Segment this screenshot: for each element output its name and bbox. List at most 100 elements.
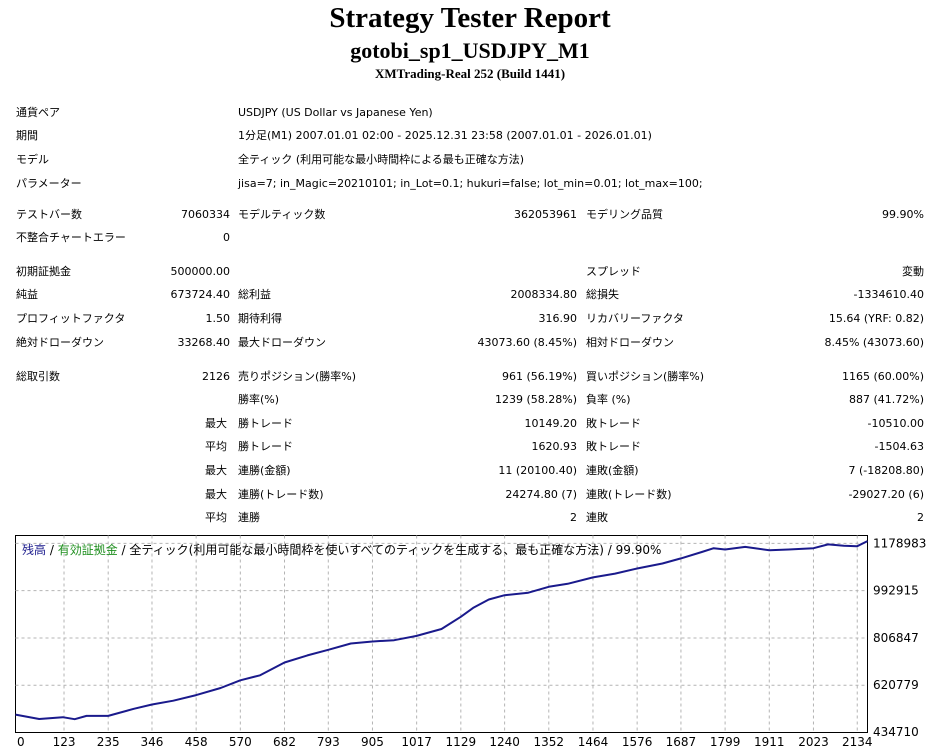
bars-label: テストバー数: [16, 208, 82, 221]
x-tick-label: 905: [361, 735, 384, 749]
avg-word: 平均: [205, 511, 227, 524]
total-trades-value: 2126: [202, 370, 230, 383]
net-profit-label: 純益: [16, 288, 38, 301]
recovery-factor-label: リカバリーファクタ: [586, 312, 684, 325]
x-tick-label: 0: [17, 735, 25, 749]
deposit-value: 500000.00: [170, 265, 231, 278]
net-profit-value: 673724.40: [170, 288, 231, 301]
y-tick-label: 806847: [873, 631, 919, 645]
balance-chart-svg: 0 123 235 346 458 570 682 793 905 1017 1129 1240 135…: [15, 535, 926, 749]
x-tick-label: 793: [317, 735, 340, 749]
x-tick-label: 570: [229, 735, 252, 749]
x-tick-label: 1911: [754, 735, 785, 749]
recovery-factor-value: 15.64 (YRF: 0.82): [828, 312, 924, 325]
quality-value: 99.90%: [882, 208, 924, 221]
profit-factor-value: 1.50: [205, 312, 231, 325]
info-value: 1分足(M1) 2007.01.01 02:00 - 2025.12.31 23…: [238, 129, 652, 142]
x-tick-label: 235: [97, 735, 120, 749]
errors-label: 不整合チャートエラー: [16, 231, 126, 244]
x-tick-label: 346: [141, 735, 164, 749]
cons-wins-label: 連勝(金額): [238, 464, 291, 477]
legend-sep: /: [117, 543, 130, 557]
info-value: USDJPY (US Dollar vs Japanese Yen): [238, 106, 433, 119]
ticks-label: モデルティック数: [238, 208, 326, 221]
balance-chart: 0 123 235 346 458 570 682 793 905 1017 1129 1240 135…: [15, 535, 940, 752]
long-positions-value: 1165 (60.00%): [841, 370, 924, 383]
gross-profit-label: 総利益: [238, 288, 271, 301]
avg-win-value: 1620.93: [531, 440, 578, 453]
info-value: jisa=7; in_Magic=20210101; in_Lot=0.1; h…: [238, 177, 703, 190]
y-tick-label: 992915: [873, 584, 919, 598]
avg-word: 平均: [205, 440, 227, 453]
long-positions-label: 買いポジション(勝率%): [586, 370, 705, 383]
max-drawdown-label: 最大ドローダウン: [238, 336, 326, 349]
info-label: 期間: [16, 129, 38, 142]
max-drawdown-value: 43073.60 (8.45%): [477, 336, 577, 349]
worst-trade-value: -10510.00: [867, 417, 924, 430]
chart-legend: 残高 / 有効証拠金 / 全ティック(利用可能な最小時間枠を使いすべてのティック…: [22, 541, 661, 558]
x-tick-label: 1129: [446, 735, 477, 749]
deposit-label: 初期証拠金: [16, 265, 71, 278]
avg-loss-label: 敗トレード: [586, 440, 641, 453]
max-word: 最大: [205, 464, 227, 477]
x-tick-label: 682: [273, 735, 296, 749]
loss-rate-label: 負率 (%): [586, 393, 631, 406]
errors-value: 0: [223, 231, 230, 244]
spread-label: スプレッド: [586, 265, 641, 278]
total-trades-label: 総取引数: [16, 370, 60, 383]
legend-balance: 残高: [22, 543, 47, 557]
report-subtitle: gotobi_sp1_USDJPY_M1: [350, 38, 590, 63]
x-tick-label: 2134: [842, 735, 873, 749]
rel-drawdown-value: 8.45% (43073.60): [824, 336, 924, 349]
cons-profit-label: 連勝(トレード数): [238, 488, 324, 501]
info-label: モデル: [16, 153, 49, 166]
avg-cons-wins-label: 連勝: [238, 511, 260, 524]
x-tick-label: 1240: [489, 735, 520, 749]
cons-loss-label: 連敗(トレード数): [586, 488, 672, 501]
server-info: XMTrading-Real 252 (Build 1441): [374, 66, 566, 81]
balance-line: [15, 540, 868, 721]
quality-label: モデリング品質: [586, 208, 663, 221]
max-word: 最大: [205, 488, 227, 501]
avg-loss-value: -1504.63: [874, 440, 924, 453]
x-tick-label: 1464: [578, 735, 609, 749]
ticks-value: 362053961: [514, 208, 577, 221]
best-trade-value: 10149.20: [524, 417, 578, 430]
gross-loss-value: -1334610.40: [853, 288, 924, 301]
x-tick-label: 1017: [401, 735, 432, 749]
info-label: 通貨ペア: [16, 106, 60, 119]
worst-trade-label: 敗トレード: [586, 417, 641, 430]
win-rate-label: 勝率(%): [238, 393, 280, 406]
avg-win-label: 勝トレード: [238, 440, 293, 453]
loss-rate-value: 887 (41.72%): [848, 393, 924, 406]
report-title: Strategy Tester Report: [329, 2, 611, 34]
y-tick-label: 620779: [873, 678, 919, 692]
x-tick-label: 1799: [710, 735, 741, 749]
x-tick-label: 2023: [798, 735, 829, 749]
short-positions-label: 売りポジション(勝率%): [238, 370, 357, 383]
avg-cons-losses-label: 連敗: [586, 511, 608, 524]
expected-payoff-value: 316.90: [538, 312, 578, 325]
abs-drawdown-value: 33268.40: [177, 336, 231, 349]
info-value: 全ティック (利用可能な最小時間枠による最も正確な方法): [238, 153, 525, 166]
best-trade-label: 勝トレード: [238, 417, 293, 430]
bars-value: 7060334: [181, 208, 230, 221]
cons-profit-value: 24274.80 (7): [505, 488, 577, 501]
x-tick-label: 123: [53, 735, 76, 749]
expected-payoff-label: 期待利得: [238, 312, 282, 325]
y-tick-label: 434710: [873, 725, 919, 739]
max-word: 最大: [205, 417, 227, 430]
cons-loss-value: -29027.20 (6): [848, 488, 924, 501]
profit-factor-label: プロフィットファクタ: [16, 312, 126, 325]
win-rate-value: 1239 (58.28%): [494, 393, 577, 406]
cons-wins-value: 11 (20100.40): [498, 464, 577, 477]
gross-loss-label: 総損失: [586, 288, 619, 301]
cons-losses-value: 7 (-18208.80): [848, 464, 924, 477]
y-tick-label: 1178983: [873, 536, 926, 550]
gross-profit-value: 2008334.80: [510, 288, 577, 301]
x-tick-label: 1576: [622, 735, 653, 749]
avg-cons-losses-value: 2: [917, 511, 924, 524]
cons-losses-label: 連敗(金額): [586, 464, 639, 477]
avg-cons-wins-value: 2: [570, 511, 577, 524]
rel-drawdown-label: 相対ドローダウン: [586, 336, 674, 349]
